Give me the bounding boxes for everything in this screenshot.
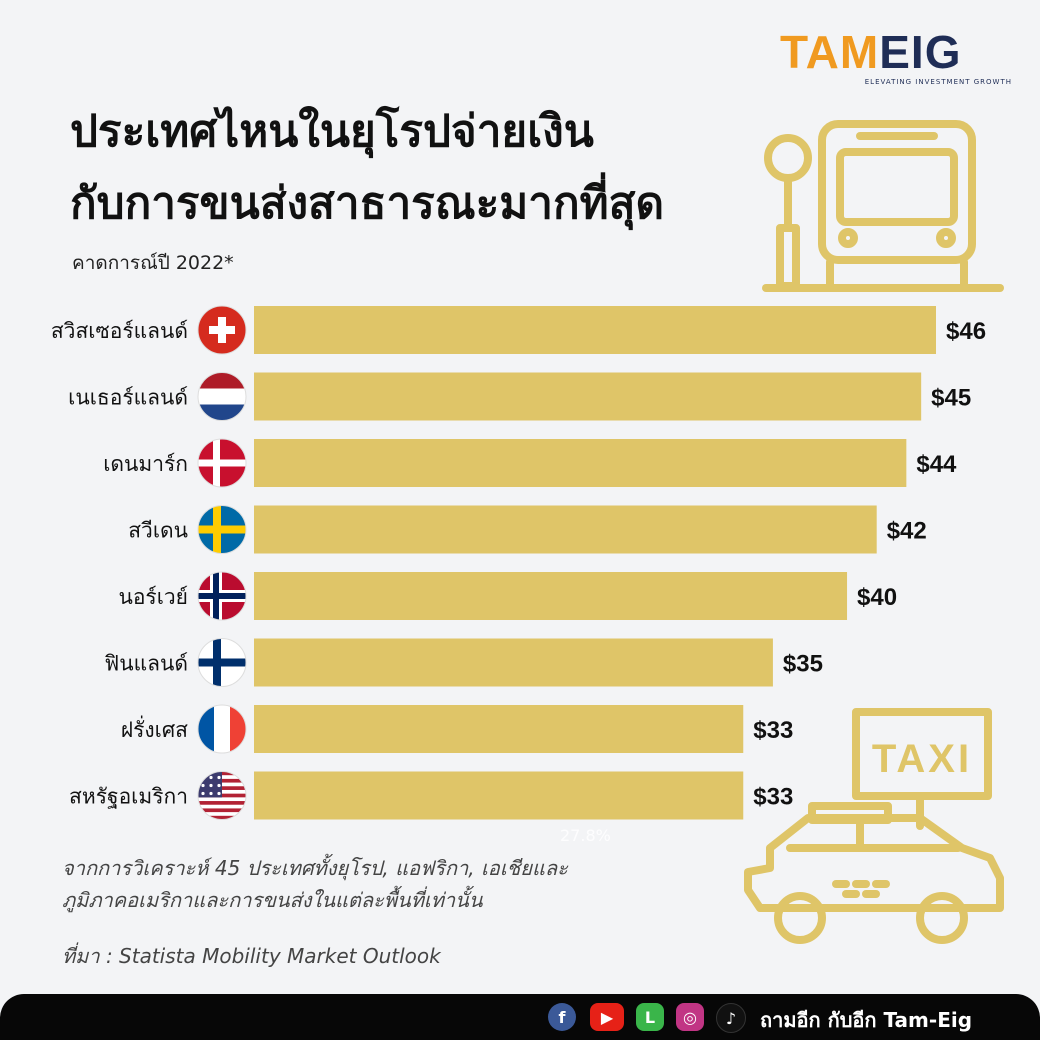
flag-sweden-icon — [197, 505, 247, 554]
bar — [254, 505, 877, 554]
brand-logo: TAMEIG ELEVATING INVESTMENT GROWTH — [780, 28, 1012, 88]
taxi-sign-label: TAXI — [872, 737, 972, 781]
category-label: สหรัฐอเมริกา — [69, 785, 188, 809]
category-label: สวิสเซอร์แลนด์ — [51, 319, 188, 343]
bar — [254, 638, 773, 687]
footer-bar: f ▶ L ◎ ♪ ถามอีก กับอีก Tam-Eig — [0, 994, 1040, 1040]
flag-norway-icon — [197, 571, 247, 621]
page-title-line1: ประเทศไหนในยุโรปจ่ายเงิน — [70, 106, 594, 157]
flag-switzerland-icon — [197, 305, 247, 355]
chart-subtitle: คาดการณ์ปี 2022* — [72, 252, 234, 274]
flag-usa-icon — [197, 771, 247, 820]
bar — [254, 306, 936, 354]
flag-netherlands-icon — [197, 372, 247, 421]
category-label: ฟินแลนด์ — [104, 652, 188, 676]
bar — [254, 771, 744, 820]
tiktok-icon[interactable]: ♪ — [716, 1003, 746, 1033]
category-label: เนเธอร์แลนด์ — [68, 386, 188, 410]
ghost-percent-label: 27.8% — [560, 826, 611, 845]
footer-brand-text: ถามอีก กับอีก Tam-Eig — [760, 1008, 973, 1032]
taxi-icon — [744, 708, 1004, 944]
bar — [254, 372, 922, 421]
bar — [254, 439, 907, 487]
bar-value-label: $33 — [753, 717, 793, 744]
bar-value-label: $45 — [931, 385, 971, 412]
youtube-icon[interactable]: ▶ — [590, 1003, 624, 1031]
bar-value-label: $44 — [916, 451, 957, 478]
bar-value-label: $40 — [857, 584, 897, 611]
bar-value-label: $33 — [753, 784, 793, 811]
flag-finland-icon — [197, 638, 247, 687]
logo-text-eig: EIG — [879, 26, 962, 78]
bar-value-label: $42 — [887, 518, 927, 545]
page-title-line2: กับการขนส่งสาธารณะมากที่สุด — [70, 178, 665, 229]
bus-stop-icon — [762, 120, 1004, 292]
category-label: นอร์เวย์ — [118, 585, 188, 609]
logo-tagline: ELEVATING INVESTMENT GROWTH — [864, 78, 1012, 86]
flag-denmark-icon — [197, 438, 247, 488]
facebook-icon[interactable]: f — [548, 1003, 576, 1031]
category-label: เดนมาร์ก — [103, 452, 188, 476]
line-icon[interactable]: L — [636, 1003, 664, 1031]
footnote-line2: ภูมิภาคอเมริกาและการขนส่งในแต่ละพื้นที่เ… — [62, 888, 483, 912]
bar-value-label: $46 — [946, 318, 986, 345]
logo-text-tam: TAM — [780, 26, 880, 78]
source-note: ที่มา : Statista Mobility Market Outlook — [62, 944, 441, 968]
category-label: สวีเดน — [128, 519, 188, 543]
category-label: ฝรั่งเศส — [121, 715, 188, 742]
bar-value-label: $35 — [783, 651, 823, 678]
flag-france-icon — [197, 704, 247, 754]
footnote-line1: จากการวิเคราะห์ 45 ประเทศทั้งยุโรป, แอฟร… — [62, 856, 568, 880]
bar — [254, 705, 744, 753]
bar — [254, 572, 848, 620]
instagram-icon[interactable]: ◎ — [676, 1003, 704, 1031]
